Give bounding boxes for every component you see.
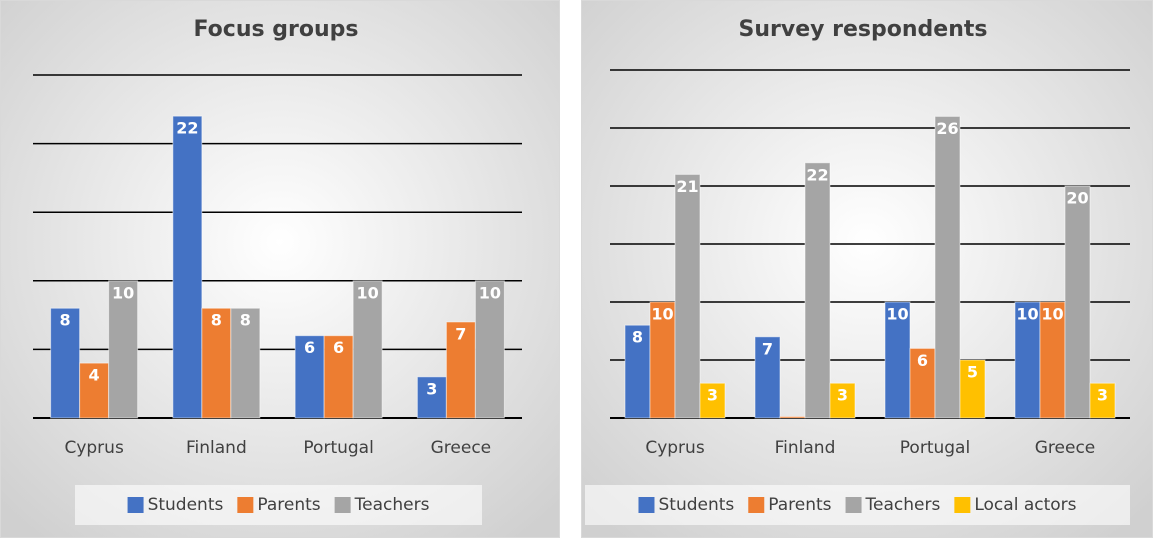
bar	[1014, 301, 1041, 419]
legend-swatch	[845, 497, 862, 513]
bar	[1039, 301, 1066, 419]
legend-label: Students	[658, 495, 734, 515]
data-label: 10	[651, 305, 673, 324]
bar	[108, 280, 139, 419]
bar	[909, 347, 936, 419]
x-tick-label: Greece	[431, 438, 492, 458]
legend-swatch	[334, 497, 351, 513]
data-label: 10	[1016, 305, 1038, 324]
bar	[352, 280, 383, 419]
bar	[201, 307, 232, 419]
data-label: 4	[89, 366, 100, 385]
legend-swatch	[638, 497, 655, 513]
data-label: 10	[1041, 305, 1063, 324]
chart: Survey respondents Cyprus 8 10 21 3 Finland 7 22…	[581, 0, 1153, 538]
bar	[829, 382, 856, 419]
legend-label: Parents	[768, 495, 831, 515]
bar	[649, 301, 676, 419]
data-label: 7	[762, 339, 773, 358]
bar	[754, 336, 781, 419]
legend-label: Parents	[257, 495, 320, 515]
bar	[884, 301, 911, 419]
bar	[172, 115, 203, 419]
legend-label: Local actors	[974, 495, 1076, 515]
legend-label: Students	[148, 495, 224, 515]
data-label: 3	[837, 386, 848, 405]
chart-background	[0, 0, 560, 538]
bar	[699, 382, 726, 419]
bar	[1064, 185, 1091, 419]
legend-swatch	[127, 497, 144, 513]
bar	[959, 359, 986, 419]
data-label: 10	[886, 305, 908, 324]
chart-title: Survey respondents	[739, 17, 988, 42]
data-label: 8	[60, 311, 71, 330]
bar	[474, 280, 505, 419]
x-tick-label: Finland	[775, 438, 836, 458]
data-label: 3	[1097, 386, 1108, 405]
data-label: 6	[304, 338, 315, 357]
data-label: 20	[1066, 189, 1088, 208]
x-tick-label: Portugal	[303, 438, 373, 458]
legend-label: Teachers	[865, 495, 941, 515]
data-label: 26	[936, 119, 958, 138]
data-label: 10	[112, 283, 134, 302]
bar	[804, 162, 831, 419]
bar	[934, 115, 961, 419]
bar	[230, 307, 261, 419]
data-label: 10	[479, 283, 501, 302]
data-label: 22	[806, 165, 828, 184]
x-tick-label: Greece	[1035, 438, 1096, 458]
bar	[779, 416, 806, 419]
bar	[1089, 382, 1116, 419]
chart-title: Focus groups	[194, 17, 359, 42]
legend-swatch	[954, 497, 971, 513]
bar	[323, 335, 354, 419]
legend-swatch	[748, 497, 765, 513]
legend-swatch	[237, 497, 254, 513]
data-label: 3	[426, 379, 437, 398]
data-label: 21	[676, 177, 698, 196]
bar	[624, 324, 651, 419]
bar	[294, 335, 325, 419]
data-label: 5	[967, 363, 978, 382]
bar	[416, 376, 447, 419]
data-label: 6	[917, 351, 928, 370]
data-label: 22	[176, 119, 198, 138]
x-tick-label: Cyprus	[64, 438, 123, 458]
data-label: 7	[455, 324, 466, 343]
data-label: 8	[211, 311, 222, 330]
data-label: 3	[707, 386, 718, 405]
x-tick-label: Cyprus	[645, 438, 704, 458]
x-tick-label: Finland	[186, 438, 247, 458]
data-label: 8	[240, 311, 251, 330]
data-label: 6	[333, 338, 344, 357]
x-tick-label: Portugal	[900, 438, 970, 458]
data-label: 10	[356, 283, 378, 302]
legend-label: Teachers	[354, 495, 430, 515]
data-label: 8	[632, 328, 643, 347]
bar	[445, 321, 476, 419]
bar	[674, 173, 701, 419]
